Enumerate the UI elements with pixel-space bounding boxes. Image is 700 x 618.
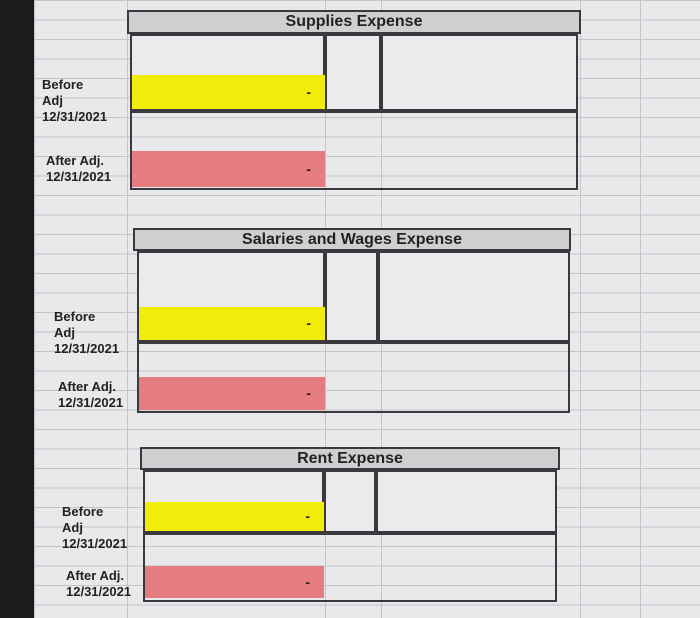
after-adj-date: 12/31/2021: [58, 395, 124, 410]
after-adj-label: After Adj. 12/31/2021: [58, 379, 123, 411]
right-column-box[interactable]: [376, 470, 557, 533]
after-row-box[interactable]: [130, 111, 578, 190]
before-adj-text: Before Adj: [54, 309, 96, 340]
middle-column-box[interactable]: [324, 470, 376, 533]
after-adj-text: After Adj.: [58, 379, 117, 394]
before-adj-balance-cell[interactable]: -: [139, 307, 325, 340]
after-adj-balance-cell[interactable]: -: [139, 377, 325, 410]
after-adj-text: After Adj.: [66, 568, 125, 583]
middle-column-box[interactable]: [325, 34, 381, 111]
after-adj-balance-cell[interactable]: -: [132, 151, 325, 187]
section-title[interactable]: Supplies Expense: [127, 10, 581, 34]
after-adj-label: After Adj. 12/31/2021: [66, 568, 131, 600]
before-adj-date: 12/31/2021: [42, 109, 108, 124]
after-row-box[interactable]: [137, 342, 570, 413]
monitor-bezel: [0, 0, 34, 618]
right-column-box[interactable]: [378, 251, 570, 342]
before-adj-text: Before Adj: [62, 504, 104, 535]
after-row-box[interactable]: [143, 533, 557, 602]
before-adj-label: Before Adj 12/31/2021: [54, 309, 119, 357]
after-adj-text: After Adj.: [46, 153, 105, 168]
before-adj-label: Before Adj 12/31/2021: [42, 77, 107, 125]
after-adj-date: 12/31/2021: [66, 584, 132, 599]
section-title[interactable]: Rent Expense: [140, 447, 560, 470]
after-adj-balance-cell[interactable]: -: [145, 566, 324, 598]
middle-column-box[interactable]: [325, 251, 378, 342]
column-gridline: [640, 0, 641, 618]
column-gridline: [127, 0, 128, 618]
before-adj-balance-cell[interactable]: -: [132, 75, 325, 109]
column-gridline: [580, 0, 581, 618]
before-adj-label: Before Adj 12/31/2021: [62, 504, 127, 552]
before-adj-date: 12/31/2021: [54, 341, 120, 356]
after-adj-date: 12/31/2021: [46, 169, 112, 184]
before-adj-date: 12/31/2021: [62, 536, 128, 551]
section-title[interactable]: Salaries and Wages Expense: [133, 228, 571, 251]
before-adj-balance-cell[interactable]: -: [145, 502, 324, 531]
after-adj-label: After Adj. 12/31/2021: [46, 153, 111, 185]
before-adj-text: Before Adj: [42, 77, 84, 108]
right-column-box[interactable]: [381, 34, 578, 111]
